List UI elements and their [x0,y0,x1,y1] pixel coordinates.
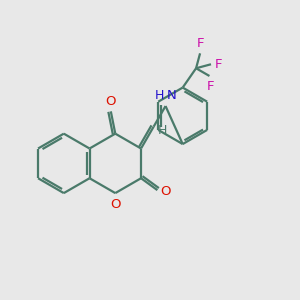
Text: O: O [160,185,170,198]
Text: F: F [207,80,215,93]
Text: H: H [155,89,164,103]
Text: O: O [110,198,121,212]
Text: O: O [106,95,116,108]
Text: H: H [158,124,167,137]
Text: F: F [196,37,204,50]
Text: N: N [167,89,177,103]
Text: F: F [214,58,222,71]
